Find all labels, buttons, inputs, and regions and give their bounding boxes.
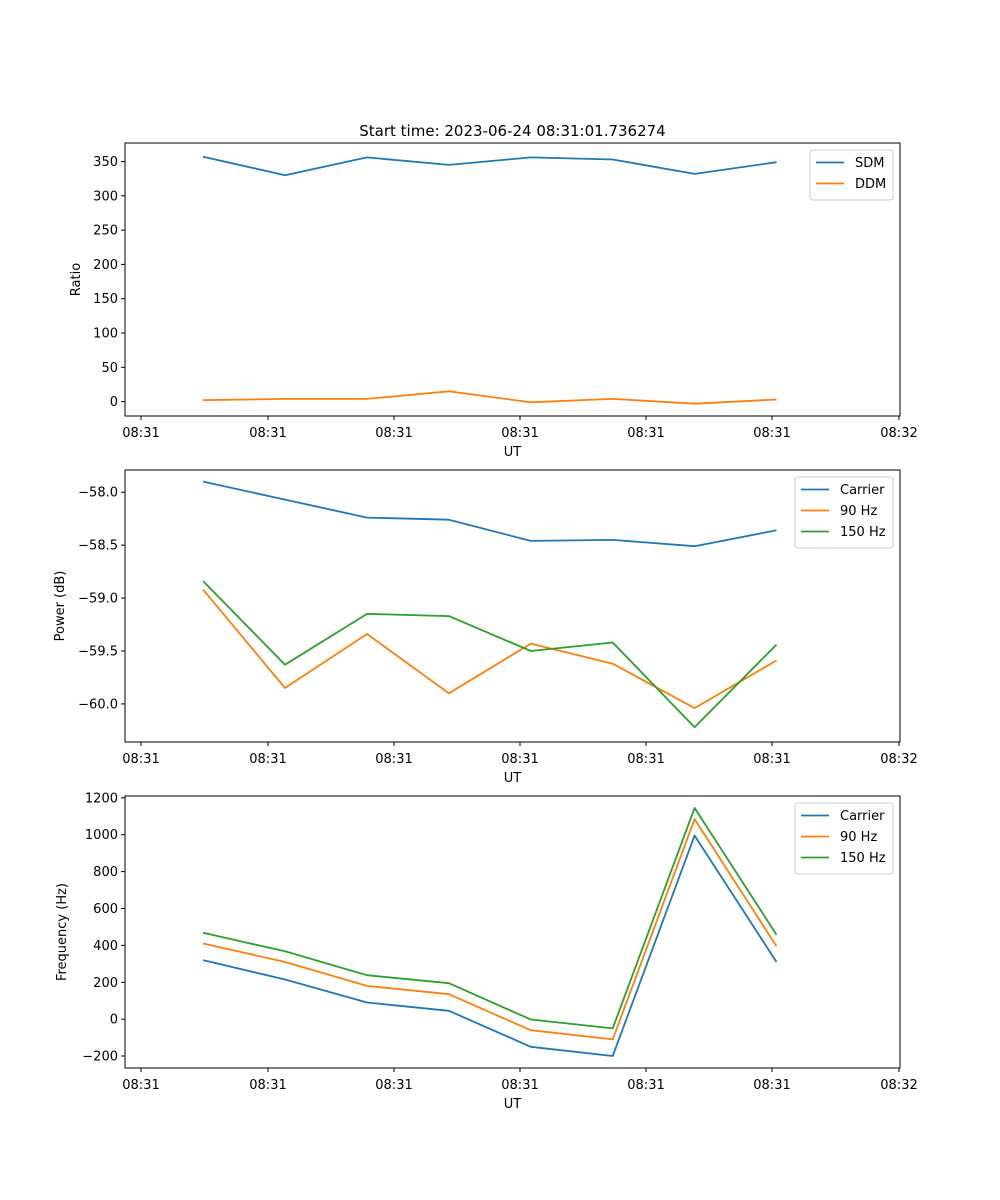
x-tick-label: 08:31 [501,1078,538,1093]
x-tick-label: 08:31 [122,426,159,441]
y-tick-label: 1000 [85,828,118,843]
legend: SDM DDM [809,149,894,201]
x-tick-label: 08:31 [375,752,412,767]
x-tick-label: 08:31 [627,752,664,767]
x-axis-label: UT [504,771,522,786]
legend-label: 150 Hz [840,525,886,540]
y-tick-label: −59.5 [78,644,118,659]
y-tick-label: 150 [93,292,118,307]
x-tick-label: 08:31 [375,1078,412,1093]
series-line-90-hz [202,818,778,1041]
x-tick-label: 08:31 [249,426,286,441]
x-tick-label: 08:31 [501,752,538,767]
x-tick-label: 08:31 [375,426,412,441]
y-axis-label: Power (dB) [53,571,68,642]
y-tick-label: 200 [93,258,118,273]
chart-panel-1: 08:31 08:31 08:31 08:31 08:31 08:31 08:32 UT 0 50… [69,142,918,460]
legend-label: 90 Hz [840,504,877,519]
x-axis-label: UT [504,1097,522,1112]
y-tick-label: 200 [93,976,118,991]
plot-area [124,795,901,1069]
y-tick-label: 0 [110,1013,118,1028]
x-tick-label: 08:31 [122,752,159,767]
y-axis-label: Frequency (Hz) [55,883,70,981]
y-tick-label: 250 [93,224,118,239]
series-line-carrier [202,480,777,548]
y-axis-label: Ratio [69,263,84,296]
x-tick-label: 08:32 [880,1078,917,1093]
y-tick-label: −58.0 [78,486,118,501]
y-tick-label: −60.0 [78,697,118,712]
legend-label: SDM [855,156,884,171]
legend-label: Carrier [840,809,885,824]
series-line-150-hz [202,807,778,1030]
legend-label: 150 Hz [840,851,886,866]
x-tick-label: 08:31 [753,1078,790,1093]
x-tick-label: 08:31 [627,1078,664,1093]
plot-area [124,469,901,743]
series-line-sdm [202,155,777,177]
x-tick-label: 08:31 [249,752,286,767]
chart-panel-2: 08:31 08:31 08:31 08:31 08:31 08:31 08:32 UT −60… [53,469,918,786]
legend-label: Carrier [840,483,885,498]
x-axis-label: UT [504,445,522,460]
x-tick-label: 08:31 [249,1078,286,1093]
legend-label: 90 Hz [840,830,877,845]
y-tick-label: −59.0 [78,592,118,607]
y-tick-label: −58.5 [78,539,118,554]
y-tick-label: 800 [93,865,118,880]
y-tick-label: 300 [93,189,118,204]
legend-box [794,476,894,549]
y-tick-label: −200 [82,1050,118,1065]
legend-box [794,802,894,875]
legend-label: DDM [855,177,886,192]
y-tick-label: 50 [101,361,118,376]
legend: Carrier 90 Hz 150 Hz [794,802,894,875]
y-tick-label: 100 [93,327,118,342]
y-tick-label: 350 [93,155,118,170]
x-tick-label: 08:31 [753,752,790,767]
chart-panel-3: 08:31 08:31 08:31 08:31 08:31 08:31 08:32 UT −20… [55,791,918,1112]
series-line-150-hz [202,580,778,729]
plot-area [124,142,901,417]
y-tick-label: 0 [110,395,118,410]
y-tick-label: 1200 [85,791,118,806]
x-tick-label: 08:31 [627,426,664,441]
y-tick-label: 400 [93,939,118,954]
x-tick-label: 08:31 [122,1078,159,1093]
series-line-carrier [202,834,778,1057]
series-line-90-hz [202,589,777,709]
x-tick-label: 08:31 [753,426,790,441]
x-tick-label: 08:32 [880,752,917,767]
x-tick-label: 08:32 [880,426,917,441]
series-line-ddm [203,390,777,405]
y-tick-label: 600 [93,902,118,917]
legend: Carrier 90 Hz 150 Hz [794,476,894,549]
figure-title: Start time: 2023-06-24 08:31:01.736274 [359,122,665,140]
x-tick-label: 08:31 [501,426,538,441]
